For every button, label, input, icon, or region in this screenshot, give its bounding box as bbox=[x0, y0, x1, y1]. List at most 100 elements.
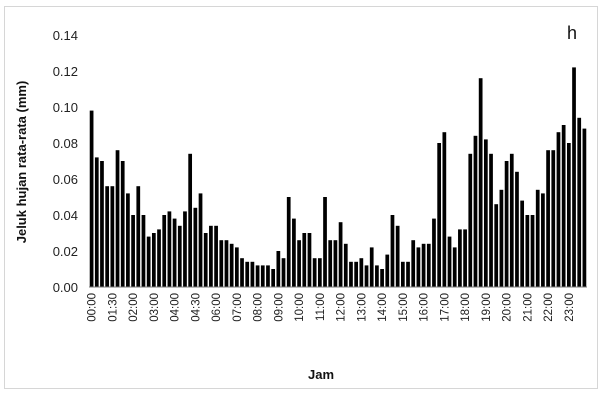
bar bbox=[380, 269, 384, 287]
bar bbox=[375, 265, 379, 287]
bar bbox=[89, 110, 94, 287]
bar bbox=[577, 117, 582, 287]
x-tick-label: 12:00 bbox=[336, 293, 348, 322]
bar bbox=[509, 153, 514, 287]
x-tick-label: 16:00 bbox=[419, 293, 431, 322]
bar bbox=[525, 215, 530, 287]
bar bbox=[530, 215, 535, 287]
x-tick-label: 10:00 bbox=[294, 293, 306, 322]
bar bbox=[499, 189, 504, 287]
bar bbox=[463, 229, 467, 287]
bar bbox=[566, 143, 571, 287]
y-axis-label: Jeluk hujan rata-rata (mm) bbox=[14, 81, 29, 244]
bar bbox=[354, 261, 359, 287]
bar bbox=[281, 258, 286, 287]
y-tick-label: 0.00 bbox=[53, 280, 78, 295]
x-tick-label: 17:00 bbox=[439, 293, 451, 322]
bar bbox=[307, 233, 312, 287]
bar bbox=[141, 215, 146, 287]
bar-chart: h Jeluk hujan rata-rata (mm) Jam 0.00 0.0… bbox=[14, 23, 587, 382]
bar bbox=[504, 161, 509, 287]
bar bbox=[297, 240, 301, 287]
bar bbox=[100, 161, 104, 287]
bar bbox=[406, 261, 410, 287]
bar bbox=[468, 153, 473, 287]
x-tick-label: 23:00 bbox=[564, 293, 576, 322]
bar bbox=[333, 240, 338, 287]
bar bbox=[535, 189, 540, 287]
bar bbox=[250, 261, 255, 287]
bar bbox=[229, 243, 234, 287]
x-tick-label: 11:00 bbox=[315, 293, 327, 321]
bar bbox=[94, 157, 99, 287]
bar bbox=[390, 215, 395, 287]
bar bbox=[219, 240, 224, 287]
x-tick-label: 02:00 bbox=[128, 293, 140, 322]
bar bbox=[478, 78, 483, 287]
bar bbox=[556, 132, 561, 287]
y-tick-label: 0.12 bbox=[53, 64, 78, 79]
x-tick-label: 04:30 bbox=[190, 293, 202, 322]
x-tick-label: 22:00 bbox=[543, 293, 555, 322]
bar bbox=[515, 171, 519, 287]
panel-label: h bbox=[567, 23, 577, 43]
bar bbox=[416, 247, 421, 287]
bar bbox=[276, 251, 281, 287]
bar bbox=[473, 135, 478, 287]
bar bbox=[494, 204, 499, 287]
x-axis-label: Jam bbox=[308, 367, 334, 382]
bar bbox=[343, 243, 348, 287]
bar bbox=[126, 193, 130, 287]
bar bbox=[193, 207, 198, 287]
bar bbox=[317, 258, 322, 287]
x-tick-label: 09:00 bbox=[273, 293, 285, 322]
bar bbox=[541, 193, 545, 287]
bar bbox=[328, 240, 333, 287]
bar bbox=[452, 247, 457, 287]
bar bbox=[292, 218, 296, 287]
bar bbox=[136, 186, 141, 287]
bar bbox=[572, 67, 576, 288]
bar bbox=[395, 225, 400, 287]
bar bbox=[240, 258, 244, 287]
bar bbox=[172, 218, 177, 287]
bar bbox=[151, 233, 156, 287]
x-tick-label: 13:00 bbox=[356, 293, 368, 322]
bar bbox=[245, 261, 250, 287]
bar bbox=[183, 211, 187, 287]
x-tick-label: 06:00 bbox=[211, 293, 223, 322]
x-tick-label: 21:00 bbox=[522, 293, 534, 322]
bar bbox=[411, 240, 416, 287]
bar bbox=[209, 225, 213, 287]
bar bbox=[349, 261, 353, 287]
y-tick-label: 0.14 bbox=[53, 28, 78, 43]
bar bbox=[271, 269, 276, 287]
bar bbox=[146, 236, 151, 287]
bar bbox=[167, 211, 172, 287]
x-tick-label: 15:00 bbox=[398, 293, 410, 322]
bar bbox=[110, 186, 115, 287]
x-tick-label: 04:00 bbox=[170, 293, 182, 322]
bar bbox=[266, 265, 270, 287]
bar bbox=[421, 243, 426, 287]
bar bbox=[551, 150, 556, 287]
bar bbox=[364, 265, 369, 287]
bar bbox=[120, 161, 125, 287]
chart-frame: h Jeluk hujan rata-rata (mm) Jam 0.00 0.0… bbox=[4, 6, 598, 389]
x-tick-label: 03:00 bbox=[149, 293, 161, 322]
x-tick-label: 20:00 bbox=[502, 293, 514, 322]
bar bbox=[323, 197, 327, 287]
bar bbox=[447, 236, 452, 287]
bar bbox=[426, 243, 431, 287]
bar bbox=[105, 186, 110, 287]
bar bbox=[312, 258, 317, 287]
x-tick-label: 08:00 bbox=[253, 293, 265, 322]
bar bbox=[442, 132, 447, 287]
y-tick-label: 0.10 bbox=[53, 100, 78, 115]
bar bbox=[546, 150, 550, 287]
x-tick-label: 18:00 bbox=[460, 293, 472, 322]
y-tick-label: 0.08 bbox=[53, 136, 78, 151]
bar bbox=[286, 197, 291, 287]
bar bbox=[359, 258, 364, 287]
bar bbox=[338, 222, 343, 287]
